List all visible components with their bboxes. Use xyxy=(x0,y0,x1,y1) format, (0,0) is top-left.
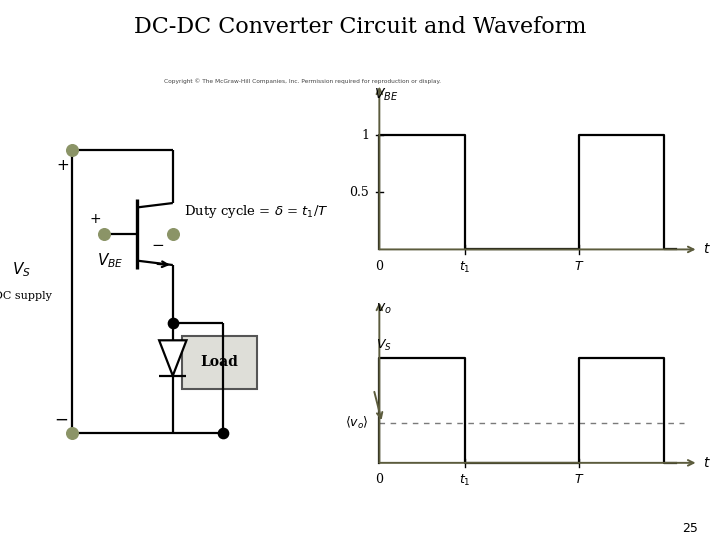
Text: Copyright © The McGraw-Hill Companies, Inc. Permission required for reproduction: Copyright © The McGraw-Hill Companies, I… xyxy=(164,78,441,84)
Point xyxy=(66,146,78,154)
Text: −: − xyxy=(151,238,164,253)
Polygon shape xyxy=(159,340,186,376)
Text: $t$: $t$ xyxy=(703,242,711,256)
Text: $t_1$: $t_1$ xyxy=(459,474,471,489)
Text: $V_S$: $V_S$ xyxy=(377,338,392,353)
Text: 25: 25 xyxy=(683,522,698,535)
Text: 0.5: 0.5 xyxy=(349,186,369,199)
Text: $t$: $t$ xyxy=(703,456,711,470)
Point xyxy=(167,318,179,327)
Text: 1: 1 xyxy=(361,129,369,141)
Text: $T$: $T$ xyxy=(574,474,584,487)
Text: Load: Load xyxy=(201,355,238,369)
Point xyxy=(167,230,179,238)
Text: $v_o$: $v_o$ xyxy=(377,301,392,316)
Text: $V_{BE}$: $V_{BE}$ xyxy=(96,251,123,270)
Text: Duty cycle = $\delta$ = $t_1$/$T$: Duty cycle = $\delta$ = $t_1$/$T$ xyxy=(184,204,328,220)
Bar xyxy=(181,336,258,389)
Text: $V_S$: $V_S$ xyxy=(12,260,31,279)
Text: $t_1$: $t_1$ xyxy=(459,260,471,275)
Point xyxy=(217,429,229,437)
Text: DC supply: DC supply xyxy=(0,291,53,301)
Text: +: + xyxy=(89,212,102,226)
Point xyxy=(99,230,110,238)
Text: $T$: $T$ xyxy=(574,260,584,273)
Text: DC-DC Converter Circuit and Waveform: DC-DC Converter Circuit and Waveform xyxy=(134,16,586,38)
Text: $V_{BE}$: $V_{BE}$ xyxy=(374,87,398,104)
Text: −: − xyxy=(54,411,68,429)
Text: 0: 0 xyxy=(375,260,383,273)
Text: $\langle v_o \rangle$: $\langle v_o \rangle$ xyxy=(346,415,369,431)
Text: +: + xyxy=(57,158,69,173)
Text: 0: 0 xyxy=(375,474,383,487)
Point xyxy=(66,429,78,437)
